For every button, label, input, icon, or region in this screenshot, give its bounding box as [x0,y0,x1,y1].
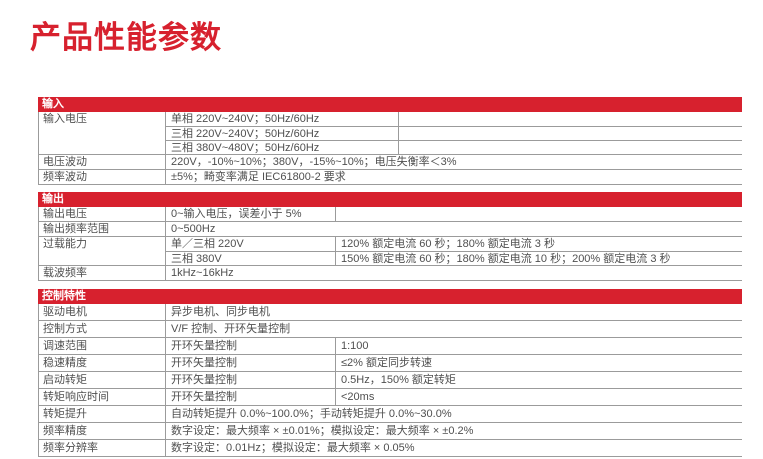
spec-value: 三相 380V~480V；50Hz/60Hz [165,141,398,154]
spec-value: 150% 额定电流 60 秒；180% 额定电流 10 秒；200% 额定电流 … [335,252,742,265]
section-control: 控制特性 驱动电机 异步电机、同步电机 控制方式 V/F 控制、开环矢量控制 调… [38,289,742,457]
spec-value: 三相 220V~240V；50Hz/60Hz [165,127,398,140]
table-row: 控制方式 V/F 控制、开环矢量控制 [38,321,742,338]
spec-value-empty [398,112,742,126]
spec-value: 单相 220V~240V；50Hz/60Hz [165,112,398,126]
table-row: 输入电压 单相 220V~240V；50Hz/60Hz 三相 220V~240V… [38,112,742,155]
section-input: 输入 输入电压 单相 220V~240V；50Hz/60Hz 三相 220V~2… [38,97,742,185]
spec-value: 数字设定：0.01Hz；模拟设定：最大频率 × 0.05% [165,440,742,456]
spec-value: 异步电机、同步电机 [165,304,742,320]
section-header-input: 输入 [38,97,742,112]
spec-label: 频率波动 [43,171,87,183]
table-row: 稳速精度 开环矢量控制 ≤2% 额定同步转速 [38,355,742,372]
table-row: 调速范围 开环矢量控制 1:100 [38,338,742,355]
spec-value-empty [398,141,742,154]
spec-label: 输出频率范围 [43,223,109,235]
spec-label: 调速范围 [43,340,87,352]
spec-label: 控制方式 [43,323,87,335]
spec-value: 开环矢量控制 [165,338,335,354]
table-row: 电压波动 220V，-10%~10%；380V，-15%~10%；电压失衡率＜3… [38,155,742,170]
table-row: 过载能力 单／三相 220V 120% 额定电流 60 秒；180% 额定电流 … [38,237,742,266]
spec-value: 220V，-10%~10%；380V，-15%~10%；电压失衡率＜3% [165,155,742,169]
table-row: 载波频率 1kHz~16kHz [38,266,742,281]
spec-label: 转矩响应时间 [43,391,109,403]
section-output: 输出 输出电压 0~输入电压，误差小于 5% 输出频率范围 0~500Hz 过载… [38,192,742,281]
spec-value: 数字设定：最大频率 × ±0.01%；模拟设定：最大频率 × ±0.2% [165,423,742,439]
table-row: 输出频率范围 0~500Hz [38,222,742,237]
spec-label: 载波频率 [43,267,87,279]
spec-value: 1kHz~16kHz [165,266,742,280]
table-row: 频率精度 数字设定：最大频率 × ±0.01%；模拟设定：最大频率 × ±0.2… [38,423,742,440]
table-row: 驱动电机 异步电机、同步电机 [38,304,742,321]
spec-value: ±5%；畸变率满足 IEC61800-2 要求 [165,170,742,184]
section-header-output: 输出 [38,192,742,207]
spec-value: 开环矢量控制 [165,389,335,405]
page-title: 产品性能参数 [30,20,222,55]
spec-value: 单／三相 220V [165,237,335,251]
spec-label: 启动转矩 [43,374,87,386]
table-row: 频率分辨率 数字设定：0.01Hz；模拟设定：最大频率 × 0.05% [38,440,742,457]
section-header-control: 控制特性 [38,289,742,304]
table-row: 启动转矩 开环矢量控制 0.5Hz，150% 额定转矩 [38,372,742,389]
spec-value: ≤2% 额定同步转速 [335,355,742,371]
spec-label: 稳速精度 [43,357,87,369]
spec-value: 120% 额定电流 60 秒；180% 额定电流 3 秒 [335,237,742,251]
spec-value: 1:100 [335,338,742,354]
spec-value: <20ms [335,389,742,405]
spec-value: V/F 控制、开环矢量控制 [165,321,742,337]
table-row: 频率波动 ±5%；畸变率满足 IEC61800-2 要求 [38,170,742,185]
spec-value: 0.5Hz，150% 额定转矩 [335,372,742,388]
spec-label: 频率精度 [43,425,87,437]
spec-value: 0~输入电压，误差小于 5% [165,207,335,221]
spec-label: 电压波动 [43,156,87,168]
spec-value: 0~500Hz [165,222,742,236]
spec-value: 开环矢量控制 [165,372,335,388]
spec-label: 频率分辨率 [43,442,98,454]
spec-label: 驱动电机 [43,306,87,318]
table-row: 转矩提升 自动转矩提升 0.0%~100.0%；手动转矩提升 0.0%~30.0… [38,406,742,423]
spec-value-empty [335,207,742,221]
table-row: 转矩响应时间 开环矢量控制 <20ms [38,389,742,406]
spec-value: 自动转矩提升 0.0%~100.0%；手动转矩提升 0.0%~30.0% [165,406,742,422]
spec-value: 三相 380V [165,252,335,265]
spec-table: 输入 输入电压 单相 220V~240V；50Hz/60Hz 三相 220V~2… [38,97,742,457]
spec-value: 开环矢量控制 [165,355,335,371]
spec-label: 输出电压 [43,208,87,220]
spec-label: 转矩提升 [43,408,87,420]
spec-value-empty [398,127,742,140]
table-row: 输出电压 0~输入电压，误差小于 5% [38,207,742,222]
spec-label: 过载能力 [43,238,87,250]
spec-label: 输入电压 [43,113,87,125]
